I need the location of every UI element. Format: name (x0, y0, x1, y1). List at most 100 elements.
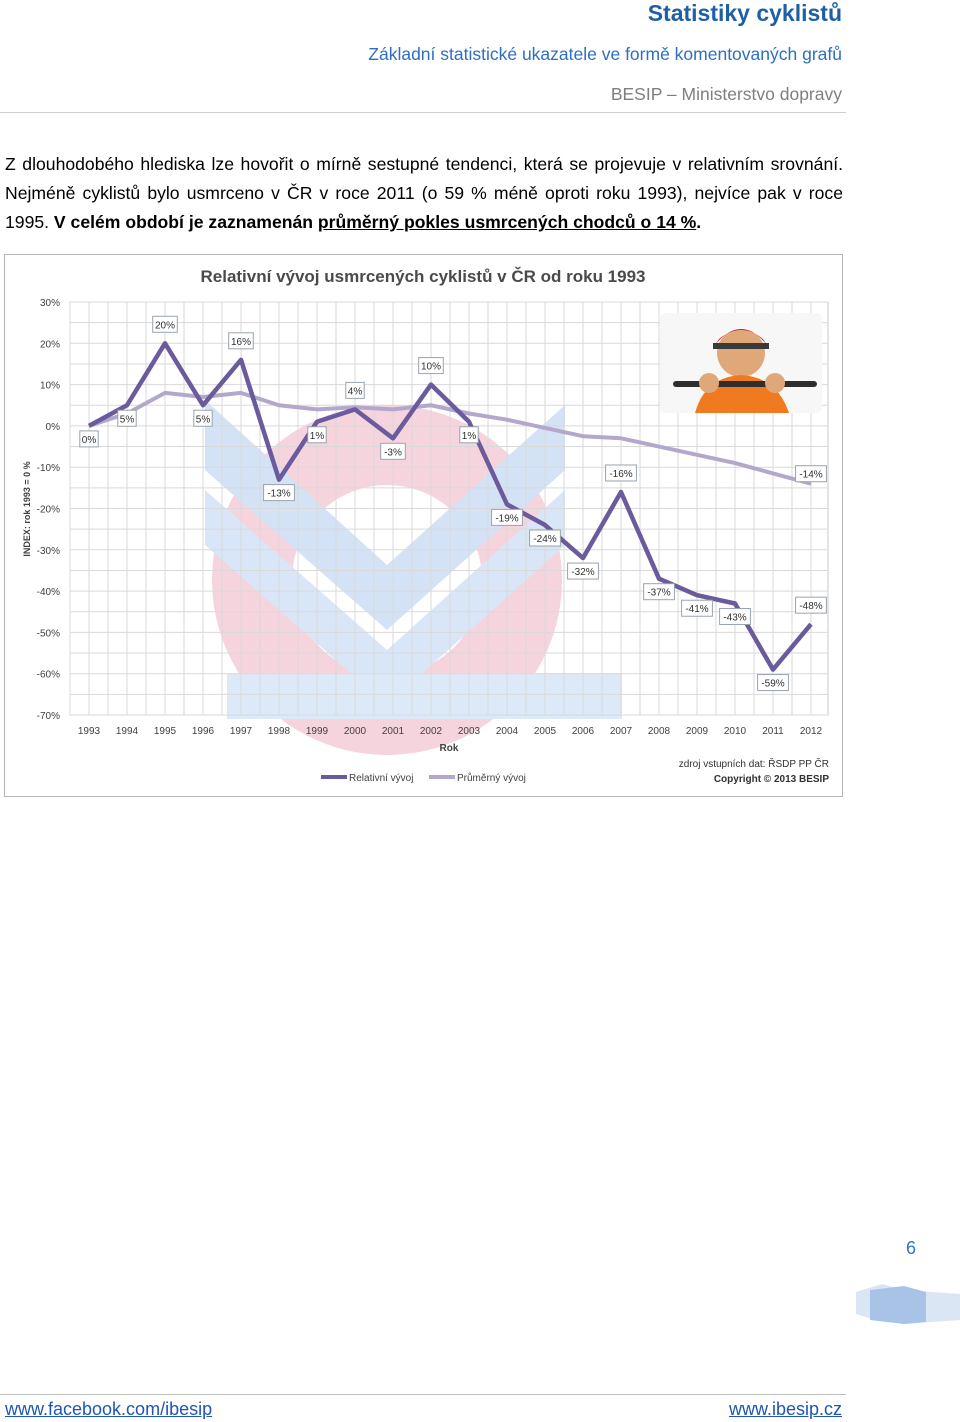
x-tick-label: 1993 (78, 726, 101, 737)
footer-divider (0, 1394, 846, 1395)
series-line-relative (87, 341, 813, 672)
data-label-box (529, 529, 561, 547)
data-label: -19% (495, 513, 518, 524)
data-label: -16% (609, 469, 632, 480)
data-label: -24% (533, 534, 556, 545)
data-label-box (795, 465, 827, 483)
data-label: -14% (799, 470, 822, 481)
y-tick-label: -50% (37, 628, 60, 639)
y-tick-label: -10% (37, 463, 60, 474)
x-tick-label: 1997 (230, 726, 253, 737)
y-tick-label: -30% (37, 546, 60, 557)
header-subtitle: Základní statistické ukazatele ve formě … (368, 44, 842, 64)
data-label: 5% (120, 414, 135, 425)
data-label-box (795, 596, 827, 614)
x-tick-label: 2001 (382, 726, 405, 737)
y-tick-label: 30% (40, 298, 60, 309)
header-divider (0, 112, 846, 113)
data-label: -13% (267, 489, 290, 500)
data-label-box (643, 583, 675, 601)
x-tick-label: 1998 (268, 726, 291, 737)
data-label-box (307, 426, 327, 444)
besip-watermark (205, 400, 622, 755)
data-label: 1% (462, 431, 477, 442)
data-label-box (193, 409, 213, 427)
x-axis-label: Rok (440, 743, 459, 754)
data-label-box (605, 464, 637, 482)
y-tick-label: 0% (46, 422, 61, 433)
data-label-box (228, 332, 254, 350)
x-tick-label: 2012 (800, 726, 823, 737)
data-label-box (459, 426, 479, 444)
cyclist-photo (660, 313, 822, 413)
data-label: -41% (685, 604, 708, 615)
data-label-box (263, 484, 295, 502)
data-label: -37% (647, 588, 670, 599)
data-label-box (491, 508, 523, 526)
x-tick-label: 2009 (686, 726, 709, 737)
data-label-box (79, 430, 99, 448)
data-label: 16% (231, 337, 251, 348)
y-tick-label: -20% (37, 505, 60, 516)
data-label-box (681, 599, 713, 617)
y-axis-label: INDEX: rok 1993 = 0 % (22, 461, 32, 556)
legend-label: Průměrný vývoj (457, 772, 526, 784)
data-label-box (152, 315, 178, 333)
copyright-note: Copyright © 2013 BESIP (714, 774, 830, 785)
x-tick-label: 1999 (306, 726, 329, 737)
y-tick-label: -70% (37, 711, 60, 722)
paragraph-text: Z dlouhodobého hlediska lze hovořit o mí… (5, 154, 843, 232)
line-chart: 30% 20% 10% 0% -10% -20% -30% -40% -50% -60% -70% 1… (22, 267, 829, 785)
corner-decoration (856, 1284, 960, 1324)
x-tick-label: 1994 (116, 726, 139, 737)
page-number: 6 (906, 1238, 917, 1258)
data-label-box (719, 607, 751, 625)
website-link[interactable]: www.ibesip.cz (728, 1399, 842, 1419)
data-label-box (117, 409, 137, 427)
data-label: -32% (571, 567, 594, 578)
data-label: 4% (348, 386, 363, 397)
chart-title: Relativní vývoj usmrcených cyklistů v ČR… (200, 267, 645, 286)
body-paragraph: Z dlouhodobého hlediska lze hovořit o mí… (5, 150, 843, 237)
data-label: -3% (384, 447, 402, 458)
x-tick-label: 2007 (610, 726, 633, 737)
data-label-box (380, 442, 406, 460)
data-label-box (418, 357, 444, 375)
x-tick-label: 2006 (572, 726, 595, 737)
plot-area: 30% 20% 10% 0% -10% -20% -30% -40% -50% -60% -70% 1… (22, 267, 829, 785)
x-tick-label: 1996 (192, 726, 215, 737)
header-title: Statistiky cyklistů (647, 0, 842, 26)
legend-label: Relativní vývoj (349, 773, 413, 784)
x-tick-label: 2003 (458, 726, 481, 737)
paragraph-bold-text: V celém období je zaznamenán (53, 212, 318, 232)
data-label-box (345, 381, 365, 399)
x-tick-label: 2008 (648, 726, 671, 737)
data-label: 0% (82, 435, 97, 446)
data-label: -59% (761, 679, 784, 690)
x-tick-label: 2010 (724, 726, 747, 737)
paragraph-end: . (696, 212, 702, 232)
data-label: -48% (799, 601, 822, 612)
data-label-box (757, 674, 789, 692)
y-tick-label: 20% (40, 339, 60, 350)
x-tick-label: 2002 (420, 726, 443, 737)
paragraph-emphasis-text: průměrný pokles usmrcených chodců o 14 % (317, 212, 697, 232)
x-tick-label: 2000 (344, 726, 367, 737)
y-tick-label: 10% (40, 381, 60, 392)
facebook-link[interactable]: www.facebook.com/ibesip (5, 1399, 213, 1419)
x-tick-label: 2004 (496, 726, 519, 737)
y-tick-label: -60% (37, 670, 60, 681)
chart-figure: 30% 20% 10% 0% -10% -20% -30% -40% -50% -60% -70% 1… (4, 254, 843, 797)
x-tick-label: 2011 (762, 726, 784, 737)
data-label: 10% (421, 362, 441, 373)
data-label: 20% (155, 320, 175, 331)
y-tick-label: -40% (37, 587, 60, 598)
x-tick-label: 2005 (534, 726, 557, 737)
data-label: 1% (310, 431, 325, 442)
x-tick-label: 1995 (154, 726, 177, 737)
data-label: 5% (196, 414, 211, 425)
data-label-box (567, 562, 599, 580)
data-label: -43% (723, 612, 746, 623)
header-organization: BESIP – Ministerstvo dopravy (610, 84, 842, 104)
source-note: zdroj vstupních dat: ŘSDP PP ČR (679, 757, 829, 770)
